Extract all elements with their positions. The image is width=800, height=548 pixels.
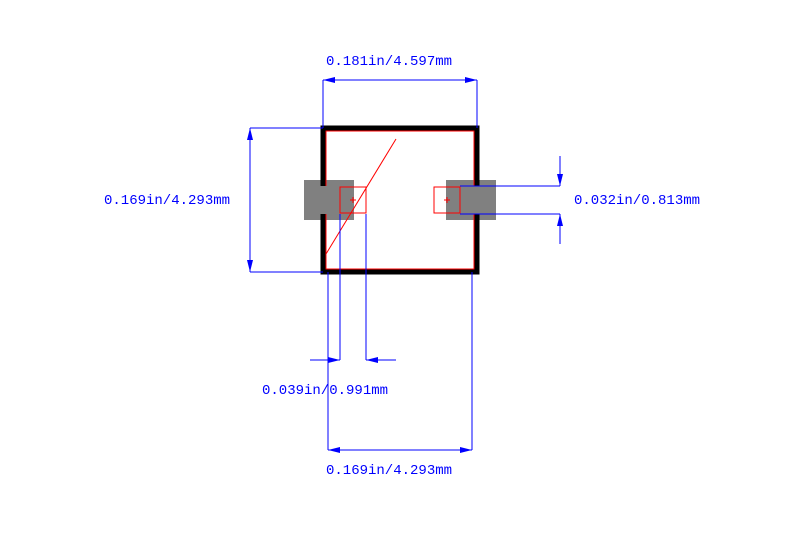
engineering-drawing: 0.181in/4.597mm 0.169in/4.293mm 0.032in/0.… bbox=[0, 0, 800, 548]
arrowhead bbox=[328, 447, 340, 453]
arrowhead bbox=[247, 128, 253, 140]
dim-right-small-label: 0.032in/0.813mm bbox=[574, 193, 700, 209]
arrowhead bbox=[557, 214, 563, 226]
dim-inner-width-label: 0.039in/0.991mm bbox=[262, 383, 388, 399]
arrowhead bbox=[460, 447, 472, 453]
arrowhead bbox=[465, 77, 477, 83]
arrowhead bbox=[247, 260, 253, 272]
arrowhead bbox=[366, 357, 378, 363]
pad-left bbox=[304, 180, 354, 220]
body-top bbox=[323, 128, 477, 186]
arrowhead bbox=[557, 174, 563, 186]
dim-top-width-label: 0.181in/4.597mm bbox=[326, 54, 452, 70]
arrowhead bbox=[323, 77, 335, 83]
body-bottom bbox=[323, 214, 477, 272]
arrowhead bbox=[328, 357, 340, 363]
dim-left-height-label: 0.169in/4.293mm bbox=[104, 193, 230, 209]
dim-bottom-width-label: 0.169in/4.293mm bbox=[326, 463, 452, 479]
